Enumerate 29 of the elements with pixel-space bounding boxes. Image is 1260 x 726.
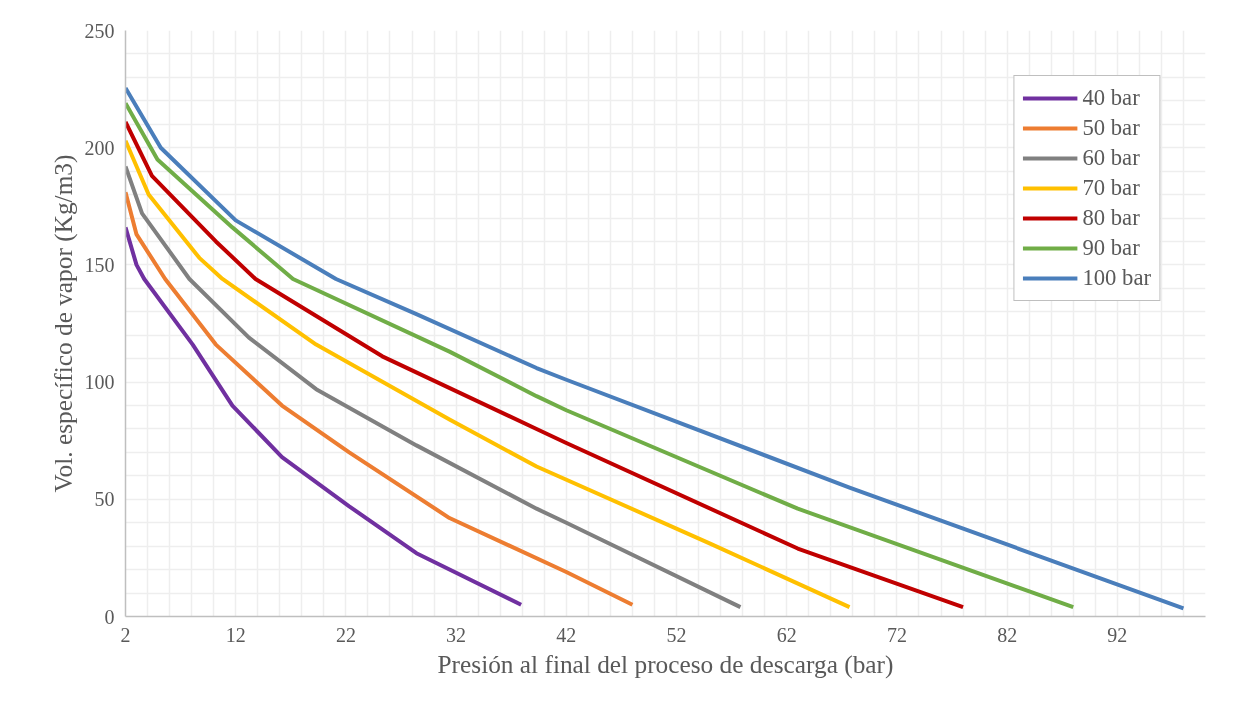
x-tick-label: 52 xyxy=(666,623,687,646)
x-tick-label: 42 xyxy=(556,623,577,646)
x-axis-title: Presión al final del proceso de descarga (bar) xyxy=(437,649,894,679)
x-tick-label: 62 xyxy=(776,623,797,646)
y-tick-label: 100 xyxy=(84,371,115,394)
x-tick-label: 12 xyxy=(225,623,246,646)
y-tick-label: 150 xyxy=(84,253,115,276)
y-tick-label: 250 xyxy=(84,19,115,42)
x-tick-label: 92 xyxy=(1107,623,1128,646)
y-tick-label: 200 xyxy=(84,136,115,159)
y-tick-label: 50 xyxy=(94,488,115,511)
y-axis-title: Vol. específico de vapor (Kg/m3) xyxy=(48,154,78,493)
x-tick-label: 2 xyxy=(120,623,131,646)
legend-label: 60 bar xyxy=(1082,144,1140,172)
line-series xyxy=(125,225,524,607)
x-tick-label: 22 xyxy=(335,623,356,646)
legend-label: 50 bar xyxy=(1082,114,1140,142)
x-tick-label: 32 xyxy=(446,623,467,646)
x-tick-label: 72 xyxy=(886,623,907,646)
legend-label: 80 bar xyxy=(1082,204,1140,232)
line-series xyxy=(125,164,743,610)
line-series xyxy=(125,190,635,607)
legend-label: 40 bar xyxy=(1082,84,1140,112)
legend-label: 70 bar xyxy=(1082,174,1140,202)
legend-label: 100 bar xyxy=(1082,264,1151,292)
x-tick-label: 82 xyxy=(997,623,1018,646)
line-series xyxy=(125,138,852,610)
y-tick-label: 0 xyxy=(104,605,115,628)
legend-label: 90 bar xyxy=(1082,234,1140,262)
